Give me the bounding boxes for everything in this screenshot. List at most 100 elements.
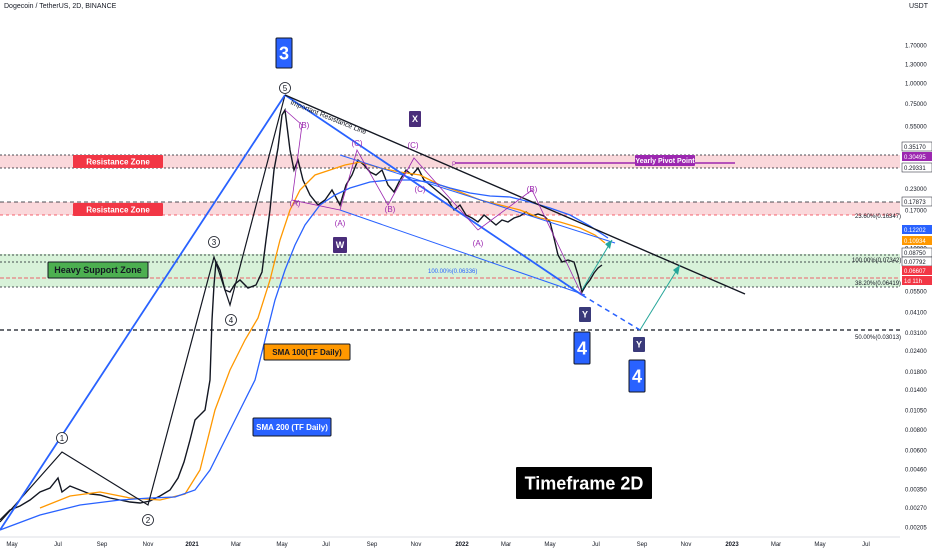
- sma200-label-box: [252, 417, 332, 437]
- sma100-label-box: [263, 343, 351, 361]
- y-tick-label: 1.70000: [905, 43, 927, 49]
- x-tick-label: May: [276, 542, 287, 548]
- sma100-label: SMA 100(TF Daily): [272, 348, 342, 357]
- projection-arrow-2-head: [673, 265, 680, 275]
- y-wave-label-2-box: [633, 337, 645, 352]
- y-tick-label: 0.02400: [905, 349, 927, 355]
- fib-100b-label: 100.00%(0.06336): [428, 269, 477, 275]
- price-label: 0.06607: [904, 269, 926, 275]
- support-zone-label: Heavy Support Zone: [54, 265, 142, 275]
- x-tick-label: May: [544, 542, 555, 548]
- price-label-box: [901, 141, 932, 152]
- sma100-line: [39, 161, 606, 509]
- y-tick-label: 0.23000: [905, 187, 927, 193]
- x-tick-label: Mar: [771, 542, 781, 548]
- price-label-box: [902, 276, 932, 285]
- price-label-box: [901, 196, 932, 207]
- w-wave-label-box: [333, 237, 347, 253]
- y-tick-label: 1.00000: [905, 81, 927, 87]
- fib-50-label: 50.00%(0.03013): [855, 335, 901, 341]
- wave-point-5-circle: [279, 82, 291, 94]
- wave4-label-2-box: [628, 359, 646, 393]
- abc-label: (B): [385, 205, 396, 214]
- price-label: 0.35170: [904, 145, 926, 151]
- price-label: 0.12202: [904, 228, 926, 234]
- abc-label: (B): [299, 121, 310, 130]
- wave4-label-1: 4: [577, 338, 587, 358]
- x-tick-label: Jul: [322, 542, 330, 548]
- timeframe-label: Timeframe 2D: [525, 473, 644, 493]
- wave-point-3-circle: [208, 236, 220, 248]
- price-label: 0.10934: [904, 239, 926, 245]
- x-wave-label-box: [409, 111, 421, 127]
- y-tick-label: 0.00460: [905, 468, 927, 474]
- projection-arrow-1-head: [605, 240, 612, 249]
- resistance-zone-1-label-box: [73, 155, 163, 168]
- abc-label: (C): [414, 185, 425, 194]
- support-zone-label-box: [47, 261, 149, 279]
- abc-label: (C): [351, 139, 362, 148]
- x-wave-label: X: [412, 114, 418, 124]
- sma200-label: SMA 200 (TF Daily): [256, 423, 328, 432]
- y-tick-label: 0.00350: [905, 487, 927, 493]
- y-tick-label: 0.01050: [905, 408, 927, 414]
- price-label: 1d 11h: [904, 279, 922, 285]
- wave-point-4-circle: [225, 314, 237, 326]
- price-label: 0.30495: [904, 155, 926, 161]
- pivot-p-label: P: [452, 162, 456, 168]
- abc-label: (C): [407, 141, 418, 150]
- resistance-zone-2-label-box: [73, 203, 163, 216]
- y-tick-label: 0.00270: [905, 506, 927, 512]
- yearly-pivot-label-box: [635, 155, 695, 166]
- y-tick-label: 0.03100: [905, 331, 927, 337]
- price-label-box: [902, 152, 932, 161]
- x-tick-label: Sep: [97, 542, 108, 548]
- resistance-zone-2-label: Resistance Zone: [86, 205, 150, 214]
- y-tick-label: 0.00800: [905, 428, 927, 434]
- yearly-pivot-label: Yearly Pivot Point: [635, 158, 695, 165]
- price-series-line: [0, 107, 603, 521]
- wave-point-2-circle: [142, 514, 154, 526]
- impulse-wave-lines: [0, 94, 286, 523]
- y-wave-label-1: Y: [582, 310, 588, 320]
- price-label-box: [902, 266, 932, 275]
- y-tick-label: 0.55000: [905, 124, 927, 130]
- fib-100a-label: 100.00%(0.07342): [852, 258, 901, 264]
- price-label: 0.08750: [904, 251, 926, 257]
- projection-arrow-1: [581, 239, 613, 291]
- fib-23-label: 23.60%(0.16347): [855, 214, 901, 220]
- wave-point-2: 2: [146, 516, 151, 525]
- abc-label: (B): [527, 185, 538, 194]
- y-tick-label: 0.01400: [905, 388, 927, 394]
- price-label: 0.07792: [904, 260, 926, 266]
- wave-point-1-circle: [56, 432, 68, 444]
- price-label-box: [902, 236, 932, 245]
- x-tick-label: Sep: [637, 542, 648, 548]
- sma200-line: [0, 179, 609, 531]
- y-tick-label: 0.00205: [905, 526, 927, 532]
- y-tick-label: 0.17000: [905, 209, 927, 215]
- y-tick-label: 0.00600: [905, 449, 927, 455]
- y-wave-label-2: Y: [636, 340, 642, 350]
- wave3-label: 3: [279, 43, 289, 63]
- x-tick-label: Nov: [143, 542, 154, 548]
- currency-label: USDT: [908, 3, 928, 10]
- channel-upper-line: [339, 154, 616, 244]
- wave3-label-box: [275, 37, 293, 69]
- price-label-box: [902, 225, 932, 234]
- channel-lower-line: [339, 209, 586, 296]
- wave-point-5: 5: [283, 84, 288, 93]
- abc-label: (A): [335, 219, 346, 228]
- important-resistance-line: [284, 94, 746, 295]
- price-label-box: [901, 162, 932, 173]
- projection-arrow-2: [639, 264, 681, 331]
- y-tick-label: 0.04100: [905, 311, 927, 317]
- x-tick-label: Jul: [862, 542, 870, 548]
- x-tick-label: Nov: [681, 542, 692, 548]
- price-label: 0.29331: [904, 166, 926, 172]
- wave-point-3: 3: [212, 238, 217, 247]
- wave4-trend-line: [284, 94, 583, 296]
- x-tick-label: Mar: [231, 542, 241, 548]
- wave4-label-1-box: [573, 331, 591, 365]
